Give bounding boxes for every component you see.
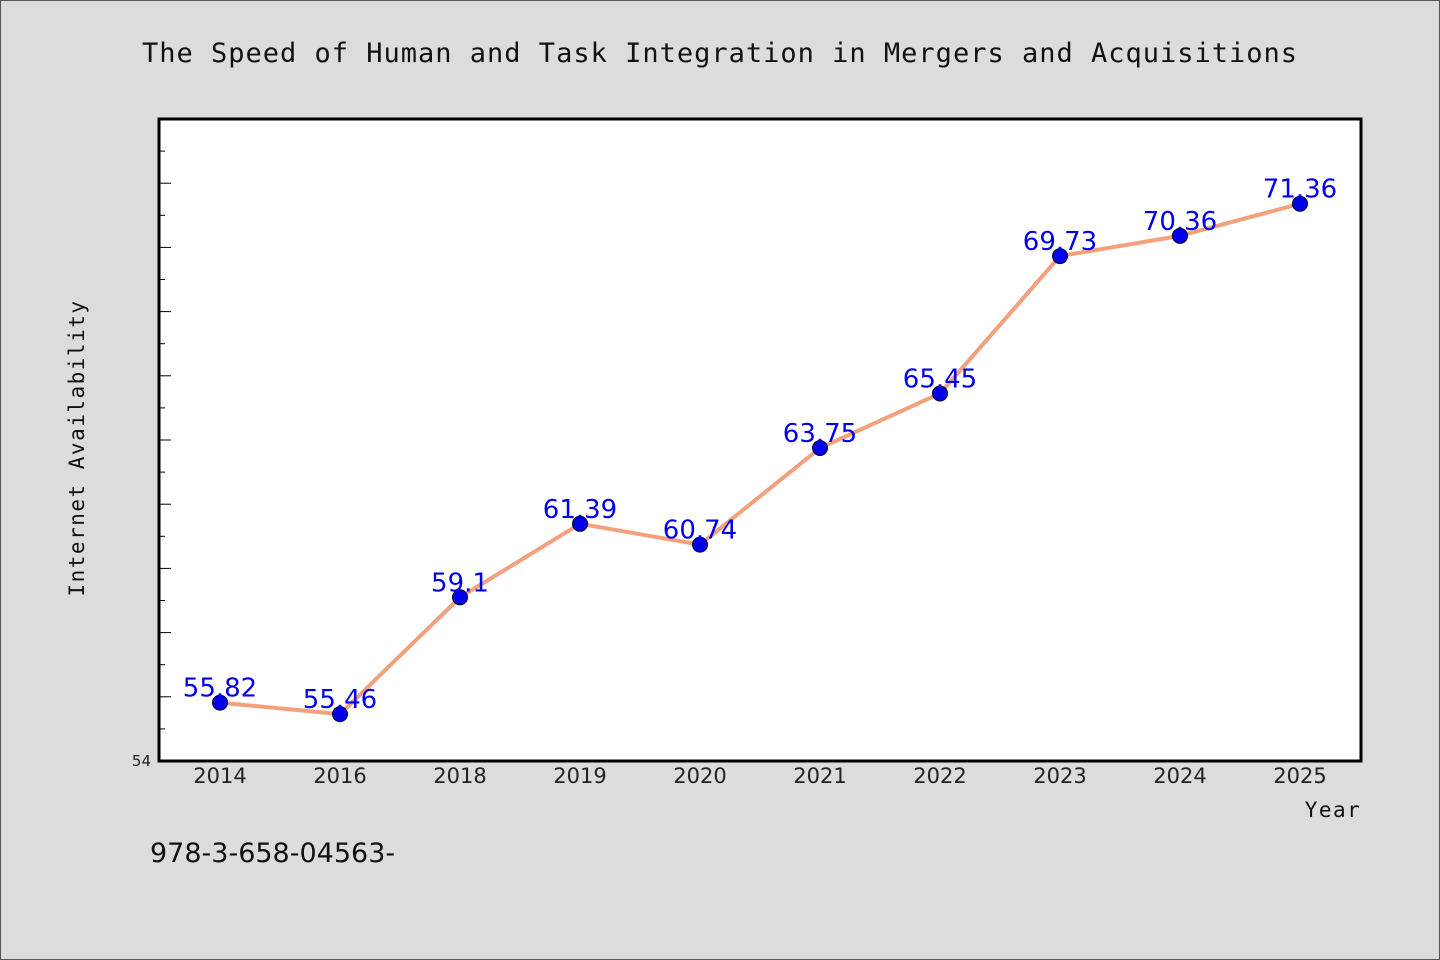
data-point <box>1172 227 1188 244</box>
x-tick-label: 2020 <box>673 764 726 788</box>
data-label: 61.39 <box>543 495 617 525</box>
x-tick-label: 2014 <box>193 764 246 788</box>
x-tick-label: 2022 <box>913 764 966 788</box>
data-label: 55.82 <box>183 674 257 704</box>
data-point <box>1292 195 1308 212</box>
footer-isbn: 978-3-658-04563- <box>150 838 395 869</box>
plot-area <box>157 117 1363 763</box>
x-tick-label: 2018 <box>433 764 486 788</box>
data-point <box>332 706 348 723</box>
chart-title: The Speed of Human and Task Integration … <box>142 38 1298 69</box>
y-axis-ticks: 54 <box>132 150 171 770</box>
x-tick-label: 2019 <box>553 764 606 788</box>
data-point <box>1052 248 1068 265</box>
x-tick-label: 2021 <box>793 764 846 788</box>
series-line <box>219 201 1301 717</box>
data-label: 60.74 <box>663 516 737 546</box>
data-label: 63.75 <box>783 419 857 449</box>
x-axis-label: Year <box>1305 798 1362 822</box>
x-tick-label: 2023 <box>1033 764 1086 788</box>
data-point <box>692 536 708 553</box>
data-point <box>812 440 828 457</box>
data-point <box>452 589 468 606</box>
x-axis-ticks: 2014 2016 2018 2019 2020 2021 2022 2023 2024 2025 <box>193 764 1326 788</box>
data-label: 69.73 <box>1023 227 1097 257</box>
x-tick-label: 2024 <box>1153 764 1206 788</box>
series-markers <box>212 195 1308 723</box>
data-label: 71.36 <box>1263 175 1337 205</box>
data-label: 70.36 <box>1143 207 1217 237</box>
data-point <box>572 515 588 532</box>
data-label: 59.1 <box>431 568 489 598</box>
y-tick-label: 54 <box>132 752 151 770</box>
data-point <box>932 385 948 402</box>
data-point <box>212 694 228 711</box>
x-tick-label: 2025 <box>1273 764 1326 788</box>
data-label: 65.45 <box>903 364 977 394</box>
y-axis-label: Internet Availability <box>65 299 89 596</box>
data-label: 55.46 <box>303 685 377 715</box>
x-tick-label: 2016 <box>313 764 366 788</box>
series-line-group <box>219 201 1301 717</box>
data-labels: 55.82 55.46 59.1 61.39 60.74 63.75 65.45 69.73 7… <box>183 175 1337 715</box>
